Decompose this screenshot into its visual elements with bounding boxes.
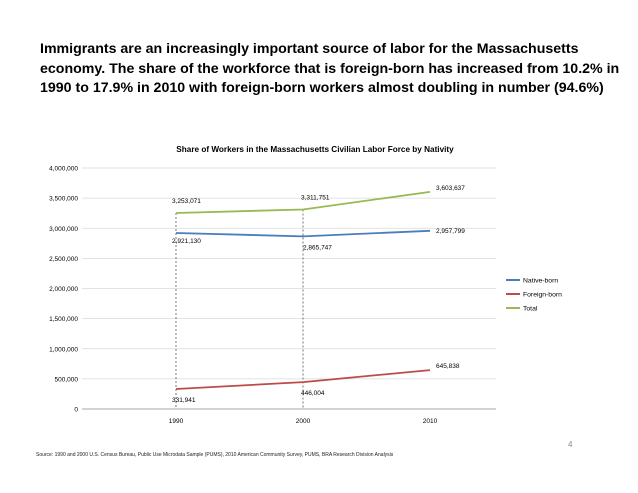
data-labels: 2,921,130 2,865,747 2,957,799 331,941 446,00… [172, 185, 465, 404]
series-lines [175, 190, 431, 390]
y-tick-label: 1,000,000 [49, 346, 78, 353]
y-tick-label: 4,000,000 [49, 166, 78, 173]
drop-lines [175, 209, 304, 409]
x-tick-label: 2000 [296, 418, 311, 425]
legend-label: Foreign-born [523, 292, 562, 299]
y-tick-label: 2,000,000 [49, 286, 78, 293]
y-tick-label: 2,500,000 [49, 256, 78, 263]
y-tick-label: 1,500,000 [49, 316, 78, 323]
data-label: 3,603,637 [436, 185, 465, 192]
series-line-native-born [175, 229, 431, 238]
y-tick-label: 0 [74, 407, 78, 414]
chart-title: Share of Workers in the Massachusetts Ci… [176, 145, 454, 154]
y-tick-label: 3,000,000 [49, 226, 78, 233]
data-label: 2,921,130 [172, 238, 201, 245]
slide-headline: Immigrants are an increasingly important… [40, 41, 620, 96]
legend: Native-born Foreign-born Total [506, 278, 562, 313]
legend-label: Total [523, 306, 538, 313]
data-label: 446,004 [301, 390, 325, 397]
data-label: 331,941 [172, 397, 196, 404]
data-label: 2,957,799 [436, 228, 465, 235]
data-label: 645,838 [436, 363, 460, 370]
y-tick-label: 3,500,000 [49, 196, 78, 203]
series-line-total [175, 190, 431, 214]
series-line-foreign-born [175, 369, 431, 390]
page-number: 4 [568, 440, 573, 449]
x-axis-tick-labels: 1990 2000 2010 [169, 418, 438, 425]
x-tick-label: 2010 [423, 418, 438, 425]
gridlines [82, 167, 496, 410]
data-label: 2,865,747 [303, 244, 332, 251]
x-tick-label: 1990 [169, 418, 184, 425]
data-label: 3,253,071 [172, 198, 201, 205]
legend-label: Native-born [523, 278, 558, 285]
y-tick-label: 500,000 [55, 376, 79, 383]
source-note: Source: 1990 and 2000 U.S. Census Bureau… [36, 452, 394, 458]
data-label: 3,311,751 [301, 194, 330, 201]
y-axis-tick-labels: 0 500,000 1,000,000 1,500,000 2,000,000 2,500… [49, 166, 78, 414]
